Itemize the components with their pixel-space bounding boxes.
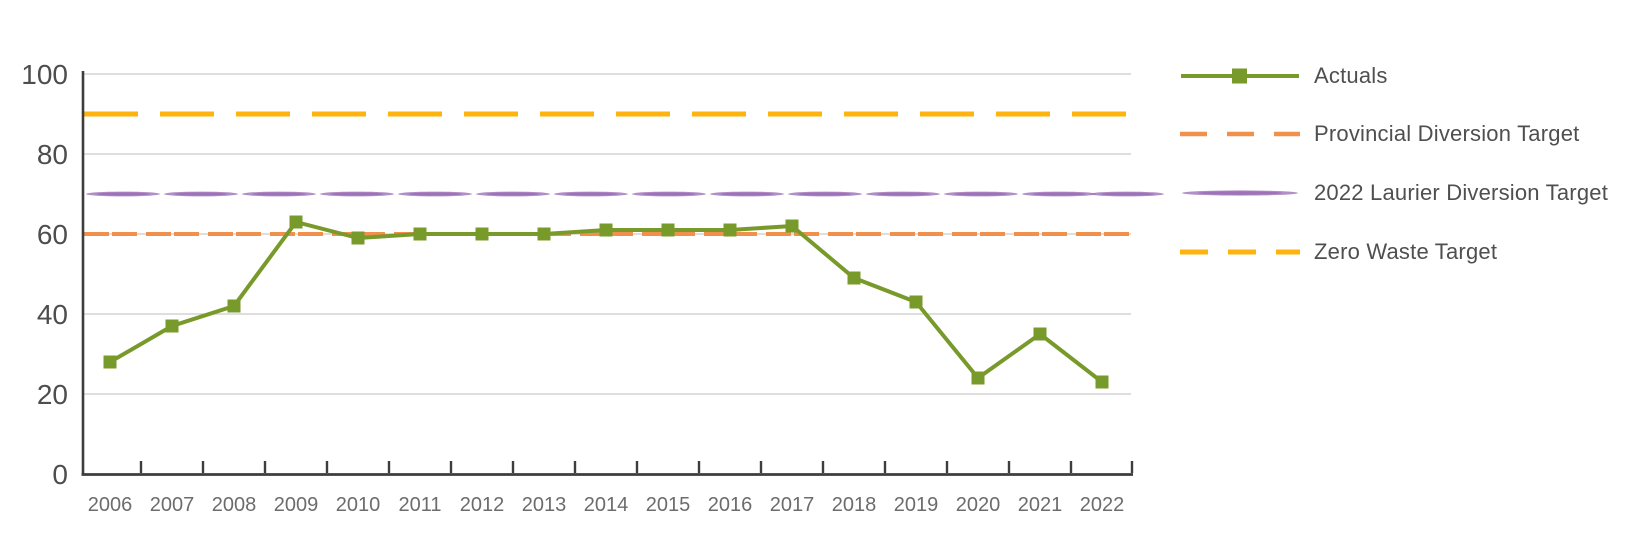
x-axis-label: 2015 — [646, 494, 691, 516]
laurier-target-line — [954, 192, 1008, 196]
x-axis-label: 2019 — [894, 494, 939, 516]
actuals-marker — [1033, 327, 1047, 341]
x-axis-label: 2007 — [150, 494, 195, 516]
laurier-target-line — [720, 192, 774, 196]
y-axis-label: 100 — [21, 59, 68, 90]
y-axis-label: 40 — [37, 299, 68, 330]
laurier-target-line — [330, 192, 384, 196]
actuals-marker — [227, 299, 241, 313]
x-axis-label: 2020 — [956, 494, 1001, 516]
actuals-marker — [413, 227, 427, 241]
actuals-marker — [785, 219, 799, 233]
actuals-marker — [971, 371, 985, 385]
actuals-marker — [1095, 375, 1109, 389]
laurier-target-line — [96, 192, 150, 196]
x-axis-label: 2006 — [88, 494, 133, 516]
laurier-target-line — [798, 192, 852, 196]
laurier-target-line — [642, 192, 696, 196]
actuals-marker — [537, 227, 551, 241]
x-axis-label: 2014 — [584, 494, 629, 516]
x-axis-label: 2022 — [1080, 494, 1125, 516]
laurier-target-line — [564, 192, 618, 196]
x-axis-label: 2012 — [460, 494, 505, 516]
laurier-target-line — [252, 192, 306, 196]
actuals-marker — [475, 227, 489, 241]
actuals-marker — [165, 319, 179, 333]
actuals-marker — [847, 271, 861, 285]
actuals-marker — [723, 223, 737, 237]
y-axis-label: 60 — [37, 219, 68, 250]
actuals-marker — [599, 223, 613, 237]
x-axis-label: 2013 — [522, 494, 567, 516]
laurier-target-line — [408, 192, 462, 196]
laurier-target-line — [486, 192, 540, 196]
actuals-marker — [351, 231, 365, 245]
laurier-target-line — [1100, 192, 1154, 196]
laurier-target-line — [174, 192, 228, 196]
y-axis-label: 20 — [37, 379, 68, 410]
laurier-target-line — [876, 192, 930, 196]
laurier-target-line — [1032, 192, 1086, 196]
x-axis-label: 2018 — [832, 494, 877, 516]
x-axis-label: 2010 — [336, 494, 381, 516]
x-axis-label: 2011 — [398, 494, 441, 516]
y-axis-label: 80 — [37, 139, 68, 170]
x-axis-label: 2017 — [770, 494, 815, 516]
actuals-marker — [661, 223, 675, 237]
actuals-marker — [103, 355, 117, 369]
actuals-line — [108, 219, 1104, 384]
x-axis-label: 2009 — [274, 494, 319, 516]
actuals-marker — [909, 295, 923, 309]
x-axis-label: 2021 — [1018, 494, 1063, 516]
x-axis-label: 2008 — [212, 494, 257, 516]
x-axis-label: 2016 — [708, 494, 753, 516]
actuals-marker — [289, 215, 303, 229]
y-axis-label: 0 — [52, 459, 68, 490]
